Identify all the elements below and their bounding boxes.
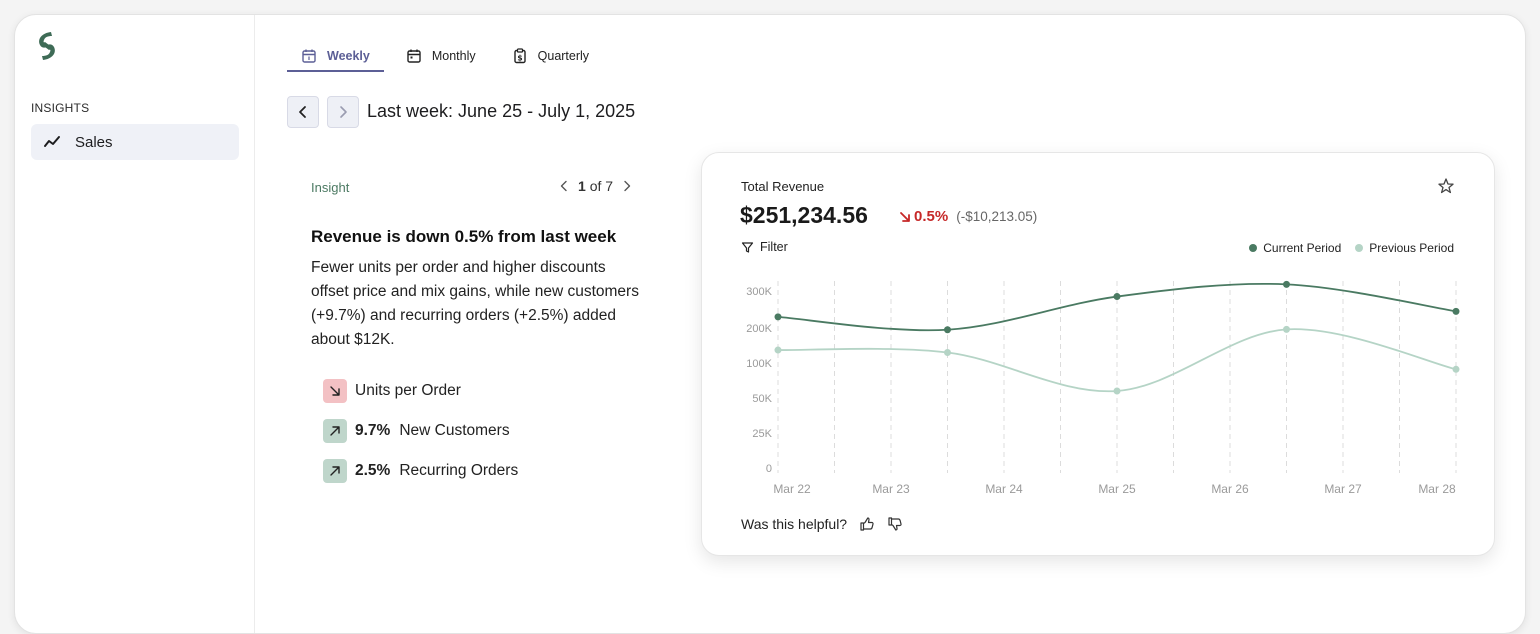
calendar-icon <box>407 49 421 63</box>
trend-line-icon <box>44 136 60 147</box>
trend-up-badge <box>323 459 347 483</box>
delta-absolute: (-$10,213.05) <box>956 209 1038 224</box>
chevron-right-icon <box>624 180 631 192</box>
trend-up-badge <box>323 419 347 443</box>
data-point <box>1452 307 1460 315</box>
driver-label: Units per Order <box>355 382 461 399</box>
insight-page-current: 1 <box>578 178 586 194</box>
tab-weekly[interactable]: Weekly <box>287 41 384 72</box>
legend-previous-period: Previous Period <box>1355 241 1454 255</box>
next-period-button[interactable] <box>327 96 359 128</box>
app-window: INSIGHTS Sales Weekly <box>14 14 1526 634</box>
filter-label: Filter <box>760 240 788 254</box>
insight-page-total: of 7 <box>589 178 614 194</box>
driver-label: Recurring Orders <box>399 462 519 479</box>
filter-button[interactable]: Filter <box>741 240 788 254</box>
y-tick-label: 25K <box>752 428 772 440</box>
driver-pct: 9.7% <box>355 422 391 439</box>
chevron-left-icon <box>299 106 306 118</box>
insight-body: Fewer units per order and higher discoun… <box>311 259 639 348</box>
y-tick-label: 0 <box>766 463 772 475</box>
x-tick-label: Mar 24 <box>985 482 1023 496</box>
filter-icon <box>741 241 754 253</box>
insight-heading: Insight <box>311 180 350 195</box>
helpful-prompt: Was this helpful? <box>741 516 848 532</box>
arrow-down-right-icon <box>900 211 910 222</box>
card-title: Total Revenue <box>741 179 825 194</box>
brand-logo-icon[interactable] <box>31 29 63 63</box>
data-point <box>1113 387 1121 395</box>
chart-legend: Current Period Previous Period <box>1235 241 1454 255</box>
star-icon[interactable] <box>1437 177 1455 195</box>
tab-label: Monthly <box>431 49 476 63</box>
total-revenue-value: $251,234.56 <box>740 202 868 228</box>
legend-dot-current <box>1249 244 1258 252</box>
delta-percent: 0.5% <box>914 208 949 225</box>
previous-period-button[interactable] <box>287 96 319 128</box>
sidebar-item-sales[interactable]: Sales <box>31 124 239 160</box>
driver-label: New Customers <box>399 422 510 439</box>
legend-label: Previous Period <box>1369 241 1454 255</box>
revenue-delta: 0.5% (-$10,213.05) <box>898 208 1037 225</box>
sidebar-section-insights: INSIGHTS <box>31 101 90 115</box>
data-point <box>1113 293 1121 301</box>
driver-recurring-orders: 2.5% Recurring Orders <box>323 459 518 483</box>
data-point <box>944 326 951 334</box>
insight-pager: 1 of 7 <box>556 178 635 194</box>
legend-label: Current Period <box>1263 241 1342 255</box>
thumbs-down-icon[interactable] <box>887 516 903 532</box>
x-tick-label: Mar 27 <box>1324 482 1362 496</box>
data-point <box>1452 365 1460 373</box>
legend-dot-previous <box>1355 244 1364 252</box>
calendar-week-icon <box>302 49 316 63</box>
y-tick-label: 200K <box>746 323 772 335</box>
insight-page-indicator: 1 of 7 <box>578 178 613 194</box>
y-tick-label: 100K <box>746 358 772 370</box>
arrow-down-right-icon <box>330 386 340 396</box>
period-label: Last week: June 25 - July 1, 2025 <box>367 101 636 121</box>
data-point <box>944 349 951 356</box>
tab-monthly[interactable]: Monthly <box>392 41 490 71</box>
driver-units-per-order: Units per Order <box>323 379 461 403</box>
revenue-card: Total Revenue $251,234.56 0.5% (-$10,213… <box>701 152 1495 556</box>
thumbs-up-icon[interactable] <box>859 516 875 532</box>
tab-label: Quarterly <box>537 49 590 63</box>
insight-prev-button[interactable] <box>556 178 572 194</box>
x-tick-label: Mar 28 <box>1418 482 1456 496</box>
chevron-right-icon <box>340 106 347 118</box>
x-tick-label: Mar 26 <box>1211 482 1249 496</box>
x-tick-label: Mar 25 <box>1098 482 1136 496</box>
trend-down-badge <box>323 379 347 403</box>
data-point <box>1283 280 1290 288</box>
legend-current-period: Current Period <box>1249 241 1341 255</box>
y-tick-label: 50K <box>752 393 772 405</box>
feedback-row: Was this helpful? <box>741 516 903 532</box>
data-point <box>774 313 782 321</box>
insight-title: Revenue is down 0.5% from last week <box>311 227 617 246</box>
x-tick-label: Mar 22 <box>773 482 811 496</box>
insight-next-button[interactable] <box>619 178 635 194</box>
svg-text:$: $ <box>517 53 522 62</box>
data-point <box>774 346 782 354</box>
tab-label: Weekly <box>327 49 370 63</box>
y-tick-label: 300K <box>746 286 772 298</box>
tab-quarterly[interactable]: $ Quarterly <box>498 41 603 71</box>
chevron-left-icon <box>560 180 567 192</box>
sidebar: INSIGHTS Sales <box>15 15 255 633</box>
period-tabs: Weekly Monthly $ Quarterly <box>287 41 611 72</box>
x-tick-label: Mar 23 <box>872 482 910 496</box>
clipboard-dollar-icon: $ <box>513 48 526 64</box>
driver-pct: 2.5% <box>355 462 391 479</box>
sidebar-item-label: Sales <box>75 133 113 151</box>
arrow-up-right-icon <box>330 426 340 436</box>
arrow-up-right-icon <box>330 466 340 476</box>
data-point <box>1283 325 1290 333</box>
driver-new-customers: 9.7% New Customers <box>323 419 510 443</box>
